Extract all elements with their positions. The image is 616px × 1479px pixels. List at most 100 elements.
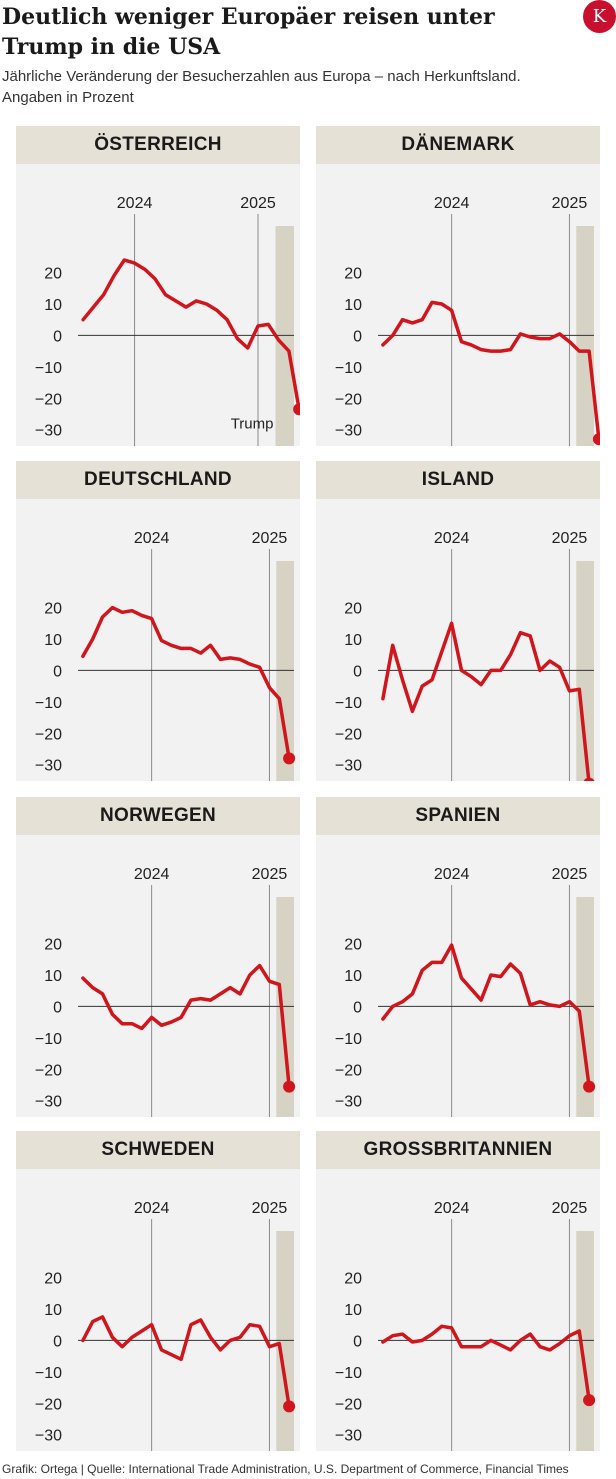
- series-line: [81, 258, 300, 412]
- y-tick-label: 0: [53, 663, 62, 680]
- chart-panel-island: ISLAND 2024 2025 20 10 0 −10 −20 −30: [316, 461, 600, 781]
- x-tick-label: 2024: [434, 195, 470, 212]
- subtitle: Jährliche Veränderung der Besucherzahlen…: [2, 68, 521, 106]
- chart-title: SPANIEN: [316, 797, 600, 835]
- x-tick-label: 2025: [552, 530, 588, 547]
- y-tick-label: 0: [353, 328, 362, 345]
- y-tick-label: 20: [44, 937, 62, 954]
- trump-period-shade: [276, 1231, 294, 1451]
- y-tick-label: −20: [35, 1396, 62, 1413]
- y-tick-label: −10: [35, 1031, 62, 1048]
- y-tick-label: −20: [335, 391, 362, 408]
- y-tick-label: −10: [335, 360, 362, 377]
- chart-title: GROSSBRITANNIEN: [316, 1131, 600, 1169]
- y-tick-label: 10: [44, 632, 62, 649]
- y-tick-label: −30: [335, 1094, 362, 1111]
- end-point-marker: [583, 1394, 596, 1407]
- x-tick-label: 2024: [117, 195, 153, 212]
- end-point-marker: [293, 403, 300, 416]
- trump-period-shade: [576, 226, 594, 446]
- series-line: [381, 621, 591, 781]
- x-tick-label: 2025: [252, 866, 288, 883]
- end-point-marker: [592, 433, 600, 446]
- source-note: Grafik: Ortega | Quelle: International T…: [2, 1462, 569, 1476]
- y-tick-label: 20: [344, 1271, 362, 1288]
- y-tick-label: 0: [53, 328, 62, 345]
- y-tick-label: −30: [335, 758, 362, 775]
- chart-panel-spanien: SPANIEN 2024 2025 20 10 0 −10 −20 −30: [316, 797, 600, 1117]
- chart-panel-norwegen: NORWEGEN 2024 2025 20 10 0 −10 −20 −30: [16, 797, 300, 1117]
- y-tick-label: −10: [335, 1031, 362, 1048]
- y-tick-label: −30: [35, 758, 62, 775]
- y-tick-label: 20: [344, 601, 362, 618]
- end-point-marker: [283, 1400, 296, 1413]
- x-tick-label: 2025: [240, 195, 276, 212]
- y-tick-label: 10: [44, 297, 62, 314]
- y-tick-label: 0: [53, 999, 62, 1016]
- chart-panel-österreich: ÖSTERREICH 2024 2025 20 10 0 −10 −20 −30 Trump: [16, 126, 300, 446]
- x-tick-label: 2025: [552, 866, 588, 883]
- y-tick-label: −30: [35, 1094, 62, 1111]
- y-tick-label: 20: [44, 1271, 62, 1288]
- x-tick-label: 2025: [552, 1200, 588, 1217]
- chart-title: DEUTSCHLAND: [16, 461, 300, 499]
- y-tick-label: −30: [35, 423, 62, 440]
- end-point-marker: [583, 777, 595, 781]
- series-line: [381, 1324, 591, 1402]
- y-tick-label: −10: [335, 1365, 362, 1382]
- series-line: [81, 963, 291, 1089]
- logo: K: [583, 0, 616, 33]
- y-tick-label: −20: [35, 726, 62, 743]
- end-point-marker: [283, 1080, 296, 1093]
- chart-plot: 2024 2025 20 10 0 −10 −20 −30: [335, 530, 595, 781]
- y-tick-label: −10: [35, 695, 62, 712]
- y-tick-label: −30: [335, 423, 362, 440]
- y-tick-label: −10: [35, 360, 62, 377]
- x-tick-label: 2024: [434, 1200, 470, 1217]
- y-tick-label: −30: [335, 1428, 362, 1445]
- headline: Deutlich weniger Europäer reisen unter T…: [2, 4, 495, 60]
- trump-period-shade: [276, 561, 294, 781]
- y-tick-label: 10: [344, 1302, 362, 1319]
- chart-title: ÖSTERREICH: [16, 126, 300, 164]
- y-tick-label: −20: [35, 391, 62, 408]
- y-tick-label: 20: [344, 266, 362, 283]
- series-line: [81, 1315, 291, 1409]
- y-tick-label: 0: [353, 663, 362, 680]
- chart-title: ISLAND: [316, 461, 600, 499]
- trump-annotation: Trump: [231, 415, 274, 432]
- end-point-marker: [583, 1080, 596, 1093]
- y-tick-label: 10: [344, 297, 362, 314]
- y-tick-label: 10: [44, 968, 62, 985]
- y-tick-label: 0: [353, 1333, 362, 1350]
- x-tick-label: 2024: [134, 1200, 170, 1217]
- y-tick-label: −20: [335, 1396, 362, 1413]
- y-tick-label: 0: [353, 999, 362, 1016]
- chart-plot: 2024 2025 20 10 0 −10 −20 −30: [35, 866, 296, 1117]
- y-tick-label: 10: [44, 1302, 62, 1319]
- chart-plot: 2024 2025 20 10 0 −10 −20 −30: [335, 1200, 596, 1451]
- x-tick-label: 2025: [252, 530, 288, 547]
- series-line: [81, 605, 291, 761]
- trump-period-shade: [576, 897, 594, 1117]
- y-tick-label: 10: [344, 632, 362, 649]
- chart-plot: 2024 2025 20 10 0 −10 −20 −30: [335, 195, 600, 446]
- trump-period-shade: [276, 897, 294, 1117]
- x-tick-label: 2025: [552, 195, 588, 212]
- trump-period-shade: [576, 561, 594, 781]
- chart-panel-dänemark: DÄNEMARK 2024 2025 20 10 0 −10 −20 −30: [316, 126, 600, 446]
- x-tick-label: 2024: [134, 530, 170, 547]
- y-tick-label: 20: [44, 601, 62, 618]
- chart-panel-deutschland: DEUTSCHLAND 2024 2025 20 10 0 −10 −20 −30: [16, 461, 300, 781]
- chart-plot: 2024 2025 20 10 0 −10 −20 −30 Trump: [35, 195, 300, 446]
- series-line: [381, 300, 600, 441]
- y-tick-label: −20: [35, 1062, 62, 1079]
- chart-title: DÄNEMARK: [316, 126, 600, 164]
- chart-panel-grossbritannien: GROSSBRITANNIEN 2024 2025 20 10 0 −10 −20 −30: [316, 1131, 600, 1451]
- trump-period-shade: [275, 226, 294, 446]
- chart-title: NORWEGEN: [16, 797, 300, 835]
- series-line: [381, 943, 591, 1089]
- chart-title: SCHWEDEN: [16, 1131, 300, 1169]
- y-tick-label: 20: [44, 266, 62, 283]
- y-tick-label: −20: [335, 1062, 362, 1079]
